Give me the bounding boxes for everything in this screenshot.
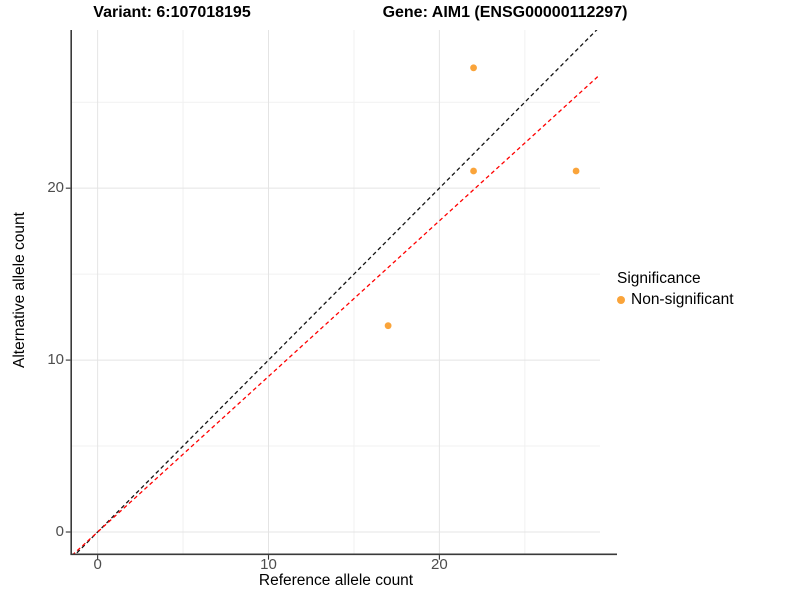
data-point: [572, 167, 580, 175]
legend-item: Non-significant: [617, 291, 734, 309]
data-point: [384, 322, 392, 330]
y-axis-label: Alternative allele count: [11, 212, 28, 368]
x-tick-label: 0: [93, 556, 102, 573]
legend-point-swatch: [617, 296, 625, 304]
x-tick-label: 20: [431, 556, 448, 573]
identity-line: [75, 30, 598, 554]
y-tick-label: 20: [47, 179, 64, 197]
y-tick-label: 10: [47, 351, 64, 369]
data-point: [470, 167, 477, 175]
x-tick-label: 10: [260, 556, 277, 573]
expected-ratio-line: [73, 74, 600, 554]
legend-title: Significance: [617, 270, 701, 287]
x-axis-label: Reference allele count: [258, 572, 414, 589]
legend-item-label: Non-significant: [631, 291, 734, 308]
legend: Significance Non-significant: [617, 270, 734, 309]
variant-title: Variant: 6:107018195: [93, 4, 251, 21]
data-point: [470, 64, 477, 72]
y-tick-label: 0: [55, 523, 64, 540]
gene-title: Gene: AIM1 (ENSG00000112297): [382, 4, 628, 21]
